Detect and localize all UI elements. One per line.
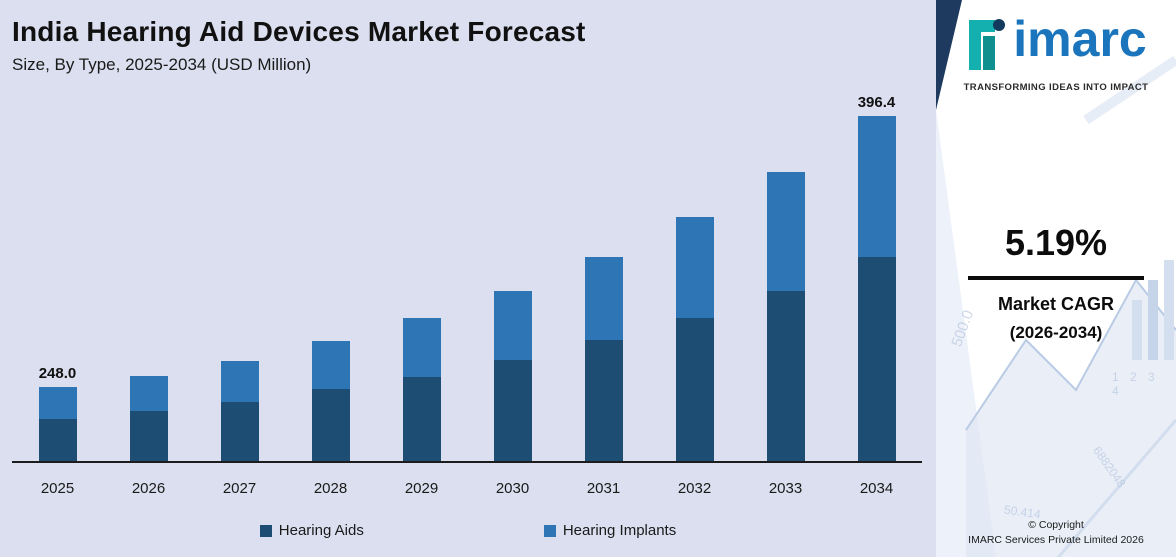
bar-group-2028	[285, 341, 376, 461]
page-title: India Hearing Aid Devices Market Forecas…	[12, 16, 586, 47]
bar-segment-hearing-implants	[311, 341, 350, 389]
imarc-logo-text: imarc	[1013, 11, 1147, 67]
cagr-value: 5.19%	[1004, 222, 1108, 263]
x-axis-label-2029: 2029	[404, 480, 439, 497]
bar-segment-hearing-aids	[584, 340, 623, 461]
imarc-tagline: TRANSFORMING IDEAS INTO IMPACT	[963, 82, 1149, 93]
legend: Hearing Aids Hearing Implants	[0, 522, 936, 539]
page-subtitle: Size, By Type, 2025-2034 (USD Million)	[12, 55, 312, 74]
bar-segment-hearing-aids	[311, 389, 350, 461]
bar-segment-hearing-aids	[675, 318, 714, 461]
x-axis-label-2032: 2032	[677, 480, 712, 497]
x-axis-label-2028: 2028	[313, 480, 348, 497]
x-axis-labels: 2025 2026 2027 2028 2029 2030 2031 2032 2033 2034	[12, 480, 922, 497]
legend-label: Hearing Implants	[562, 522, 677, 539]
copyright-line1: © Copyright	[1028, 518, 1084, 531]
imarc-logo: imarc TRANSFORMING IDEAS INTO IMPACT	[936, 11, 1176, 93]
bar-segment-hearing-implants	[493, 291, 532, 360]
cagr-underline	[968, 276, 1144, 280]
bar-group-2026	[103, 376, 194, 461]
bar-segment-hearing-implants	[675, 217, 714, 318]
x-axis-label-2034: 2034	[859, 480, 894, 497]
bar-group-2031	[558, 257, 649, 461]
decorative-graphics	[936, 0, 1176, 557]
x-axis-label-2025: 2025	[40, 480, 75, 497]
bar-segment-hearing-aids	[402, 377, 441, 461]
bar-group-2030	[467, 291, 558, 461]
bar-segment-hearing-aids	[38, 419, 77, 461]
hearing-implants-swatch-icon	[543, 524, 556, 537]
bar-group-2025: 248.0	[12, 365, 103, 461]
chart-header: India Hearing Aid Devices Market Forecas…	[12, 16, 586, 75]
bar-segment-hearing-implants	[857, 116, 896, 257]
bar-group-2027	[194, 361, 285, 461]
x-axis-label-2031: 2031	[586, 480, 621, 497]
bar-segment-hearing-aids	[129, 411, 168, 461]
side-panel: 500.0 1 2 3 4 6882048 50.414 imarc TRANS…	[936, 0, 1176, 557]
x-axis-label-2026: 2026	[131, 480, 166, 497]
x-axis-label-2033: 2033	[768, 480, 803, 497]
bar-segment-hearing-implants	[129, 376, 168, 411]
bar-group-2029	[376, 318, 467, 461]
bar-segment-hearing-aids	[220, 402, 259, 461]
bar-group-2033	[740, 172, 831, 461]
legend-label: Hearing Aids	[278, 522, 364, 539]
x-axis-label-2030: 2030	[495, 480, 530, 497]
bar-value-label: 396.4	[857, 94, 896, 111]
hearing-aids-swatch-icon	[259, 524, 272, 537]
bar-segment-hearing-implants	[766, 172, 805, 291]
bar-value-label: 248.0	[38, 365, 77, 382]
bar-segment-hearing-implants	[584, 257, 623, 340]
bar-segment-hearing-aids	[857, 257, 896, 461]
cagr-block: 5.19% Market CAGR (2026-2034)	[936, 222, 1176, 343]
bar-segment-hearing-implants	[402, 318, 441, 377]
cagr-period: (2026-2034)	[1009, 323, 1103, 342]
bar-segment-hearing-aids	[493, 360, 532, 461]
bar-segment-hearing-aids	[766, 291, 805, 461]
decorative-number: 1 2 3 4	[1112, 370, 1159, 398]
imarc-logo-icon	[969, 19, 1006, 70]
x-axis-label-2027: 2027	[222, 480, 257, 497]
copyright-line2: IMARC Services Private Limited 2026	[968, 534, 1144, 547]
bar-group-2032	[649, 217, 740, 461]
cagr-label: Market CAGR	[997, 294, 1115, 314]
chart-panel: India Hearing Aid Devices Market Forecas…	[0, 0, 936, 557]
bar-segment-hearing-implants	[220, 361, 259, 402]
legend-item-hearing-aids: Hearing Aids	[259, 522, 364, 539]
copyright: © Copyright IMARC Services Private Limit…	[936, 518, 1176, 550]
plot-area: 248.0 396.4	[12, 94, 922, 463]
bar-segment-hearing-implants	[38, 387, 77, 419]
legend-item-hearing-implants: Hearing Implants	[543, 522, 677, 539]
bar-group-2034: 396.4	[831, 94, 922, 461]
